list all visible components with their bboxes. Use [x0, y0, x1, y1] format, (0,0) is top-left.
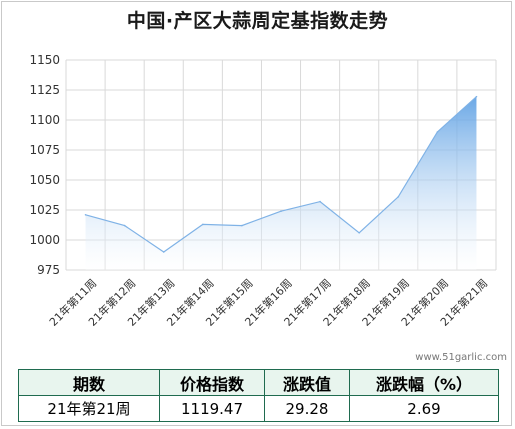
data-point [436, 131, 439, 133]
data-point [241, 224, 243, 227]
watermark: www.51garlic.com [415, 352, 507, 363]
data-point [319, 200, 321, 203]
data-point [358, 232, 360, 234]
y-tick-label: 1100 [29, 113, 60, 127]
y-tick-label: 1125 [29, 83, 60, 97]
y-tick-label: 1025 [29, 203, 60, 217]
summary-data-row: 21年第21周 1119.47 29.28 2.69 [18, 395, 499, 422]
data-point [202, 223, 204, 226]
summary-table: 期数 价格指数 涨跌值 涨跌幅（%） 21年第21周 1119.47 29.28… [18, 369, 499, 422]
chart-title: 中国·产区大蒜周定基指数走势 [126, 10, 389, 32]
header-price-index: 价格指数 [159, 369, 265, 396]
header-change-percent: 涨跌幅（%） [349, 369, 499, 396]
cell-change-value: 29.28 [264, 395, 350, 422]
cell-change-percent: 2.69 [349, 395, 499, 422]
y-tick-label: 1075 [29, 143, 60, 157]
y-tick-label: 975 [37, 263, 60, 277]
data-point [123, 224, 126, 227]
summary-header-row: 期数 价格指数 涨跌值 涨跌幅（%） [18, 369, 499, 396]
data-point [475, 95, 478, 98]
cell-price-index: 1119.47 [159, 395, 265, 422]
data-point [84, 214, 87, 216]
header-change-value: 涨跌值 [264, 369, 350, 396]
y-tick-label: 1050 [29, 173, 60, 187]
cell-period: 21年第21周 [18, 395, 160, 422]
y-tick-label: 1000 [29, 233, 60, 247]
data-point [397, 196, 400, 198]
header-period: 期数 [18, 369, 160, 396]
data-point [280, 210, 282, 212]
series-area [85, 96, 477, 270]
data-point [162, 251, 165, 253]
y-tick-label: 1150 [29, 53, 60, 67]
